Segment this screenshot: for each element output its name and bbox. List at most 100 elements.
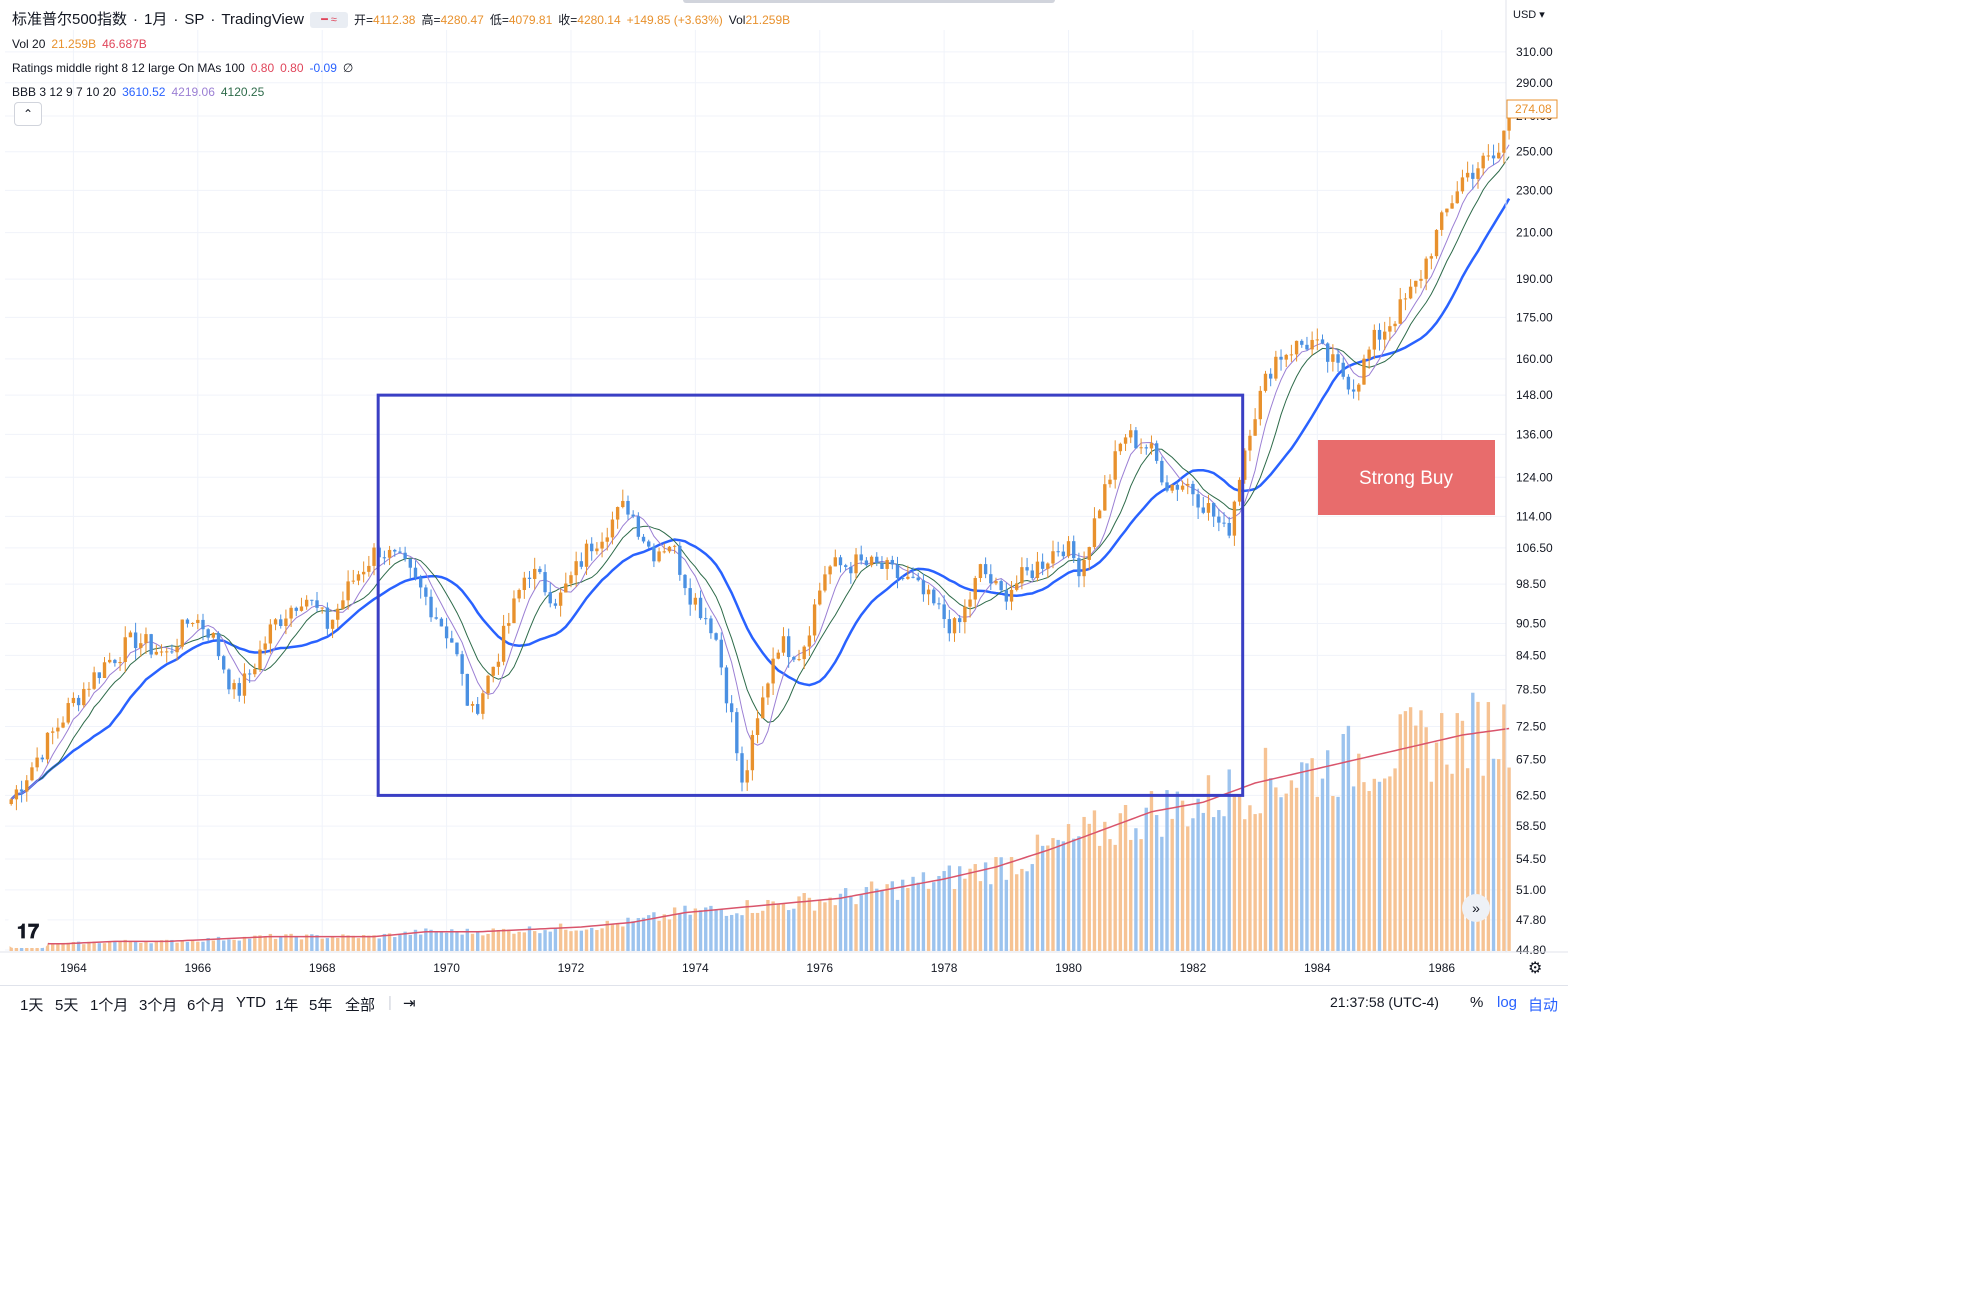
indicator-vol[interactable]: Vol 20 21.259B 46.687B bbox=[12, 32, 790, 56]
volume-bar bbox=[880, 891, 884, 951]
candle-body bbox=[1108, 479, 1112, 485]
candle-body bbox=[35, 757, 39, 768]
candle-body bbox=[25, 780, 29, 792]
clock[interactable]: 21:37:58 (UTC-4) bbox=[1330, 994, 1439, 1010]
goto-date-icon[interactable]: ⇥ bbox=[403, 995, 416, 1012]
range-5y[interactable]: 5年 bbox=[309, 997, 333, 1014]
candle-body bbox=[61, 722, 65, 728]
price-chart[interactable]: Strong Buy 310.00290.00270.00250.00230.0… bbox=[0, 0, 1568, 1023]
candle-body bbox=[590, 543, 594, 552]
volume-bar bbox=[761, 910, 765, 951]
log-toggle[interactable]: log bbox=[1497, 994, 1518, 1011]
candle-body bbox=[983, 564, 988, 575]
candle-body bbox=[1118, 443, 1123, 452]
volume-bar bbox=[906, 888, 910, 951]
volume-bar bbox=[1040, 845, 1045, 951]
volume-bar bbox=[460, 934, 464, 951]
volume-bar bbox=[263, 936, 267, 951]
tradingview-logo-icon[interactable]: 𝟏𝟕 bbox=[8, 916, 48, 948]
scroll-to-realtime-button[interactable]: » bbox=[1462, 894, 1490, 922]
volume-bar bbox=[641, 917, 646, 951]
volume-bar bbox=[1051, 838, 1055, 951]
volume-bar bbox=[393, 937, 397, 951]
volume-bar bbox=[1009, 857, 1014, 951]
volume-bar bbox=[698, 910, 703, 951]
volume-bar bbox=[755, 912, 760, 951]
range-6m[interactable]: 6个月 bbox=[187, 997, 226, 1014]
candle-body bbox=[1476, 168, 1480, 179]
volume-bar bbox=[429, 929, 433, 951]
candle-body bbox=[97, 672, 102, 679]
ma-fast-line bbox=[10, 144, 1510, 800]
candle-body bbox=[740, 753, 744, 783]
candle-body bbox=[133, 632, 138, 649]
volume-bar bbox=[165, 939, 169, 951]
candle-body bbox=[781, 636, 786, 653]
candle-body bbox=[621, 500, 625, 508]
candle-body bbox=[424, 587, 428, 597]
volume-bar bbox=[1056, 839, 1060, 951]
volume-bar bbox=[921, 872, 926, 951]
indicator-ratings-v3: -0.09 bbox=[309, 61, 337, 75]
ohlc-open: 4112.38 bbox=[372, 13, 416, 27]
gear-icon[interactable]: ⚙ bbox=[1528, 960, 1543, 977]
top-drag-handle[interactable] bbox=[683, 0, 1055, 3]
volume-bar bbox=[413, 929, 418, 951]
volume-bar bbox=[1398, 714, 1402, 951]
interval[interactable]: 1月 bbox=[144, 11, 168, 28]
ratings-pill-icon[interactable]: ━ ≈ bbox=[309, 12, 348, 28]
auto-toggle[interactable]: 自动 bbox=[1528, 997, 1559, 1014]
x-tick-label: 1964 bbox=[60, 961, 87, 975]
candle-body bbox=[393, 549, 397, 552]
percent-toggle[interactable]: % bbox=[1470, 994, 1484, 1011]
candle-body bbox=[1279, 356, 1283, 360]
bottom-toolbar: 1天 5天 1个月 3个月 6个月 YTD 1年 5年 全部 | ⇥ 21:37… bbox=[0, 985, 1568, 1024]
indicator-vol-name: Vol 20 bbox=[12, 37, 46, 51]
volume-bar bbox=[1491, 758, 1496, 951]
volume-bar bbox=[854, 904, 858, 951]
candle-body bbox=[600, 541, 604, 549]
indicator-bbb[interactable]: BBB 3 12 9 7 10 20 3610.52 4219.06 4120.… bbox=[12, 80, 790, 104]
candle-body bbox=[501, 625, 506, 662]
y-tick-label: 78.50 bbox=[1516, 683, 1546, 697]
range-3m[interactable]: 3个月 bbox=[139, 997, 178, 1014]
candle-body bbox=[66, 703, 70, 723]
range-5d[interactable]: 5天 bbox=[55, 997, 79, 1014]
indicator-ratings[interactable]: Ratings middle right 8 12 large On MAs 1… bbox=[12, 56, 790, 80]
volume-bar bbox=[978, 881, 983, 951]
candle-body bbox=[465, 673, 470, 706]
volume-bar bbox=[14, 945, 19, 951]
volume-bar bbox=[952, 888, 957, 951]
volume-bar bbox=[1315, 796, 1320, 951]
volume-bar bbox=[662, 914, 666, 951]
candle-body bbox=[1170, 484, 1174, 491]
candle-body bbox=[1491, 155, 1496, 159]
symbol-name[interactable]: 标准普尔500指数 bbox=[12, 11, 128, 28]
range-1y[interactable]: 1年 bbox=[275, 997, 299, 1014]
volume-bar bbox=[579, 930, 584, 951]
volume-bar bbox=[983, 862, 988, 951]
candle-body bbox=[1325, 343, 1330, 362]
y-tick-label: 84.50 bbox=[1516, 648, 1546, 662]
legend: 标准普尔500指数 · 1月 · SP · TradingView ━ ≈ 开=… bbox=[12, 8, 790, 104]
ohlc-open-label: 开= bbox=[353, 13, 373, 27]
candle-body bbox=[1507, 115, 1511, 131]
candle-body bbox=[40, 757, 45, 760]
candle-body bbox=[237, 683, 241, 696]
volume-bar bbox=[232, 939, 236, 951]
candle-body bbox=[579, 561, 584, 567]
volume-ma-line bbox=[11, 727, 1510, 945]
y-tick-label: 98.50 bbox=[1516, 577, 1546, 591]
range-1m[interactable]: 1个月 bbox=[90, 997, 129, 1014]
candle-body bbox=[900, 578, 905, 580]
candle-body bbox=[1165, 482, 1169, 491]
candle-body bbox=[833, 557, 837, 567]
candle-body bbox=[1377, 329, 1382, 340]
range-1d[interactable]: 1天 bbox=[20, 997, 44, 1014]
range-all[interactable]: 全部 bbox=[345, 997, 376, 1014]
volume-bar bbox=[190, 939, 195, 951]
range-ytd[interactable]: YTD bbox=[236, 994, 266, 1011]
candle-body bbox=[1460, 177, 1465, 192]
collapse-legend-button[interactable]: ⌃ bbox=[14, 102, 42, 126]
candle-body bbox=[626, 500, 630, 515]
